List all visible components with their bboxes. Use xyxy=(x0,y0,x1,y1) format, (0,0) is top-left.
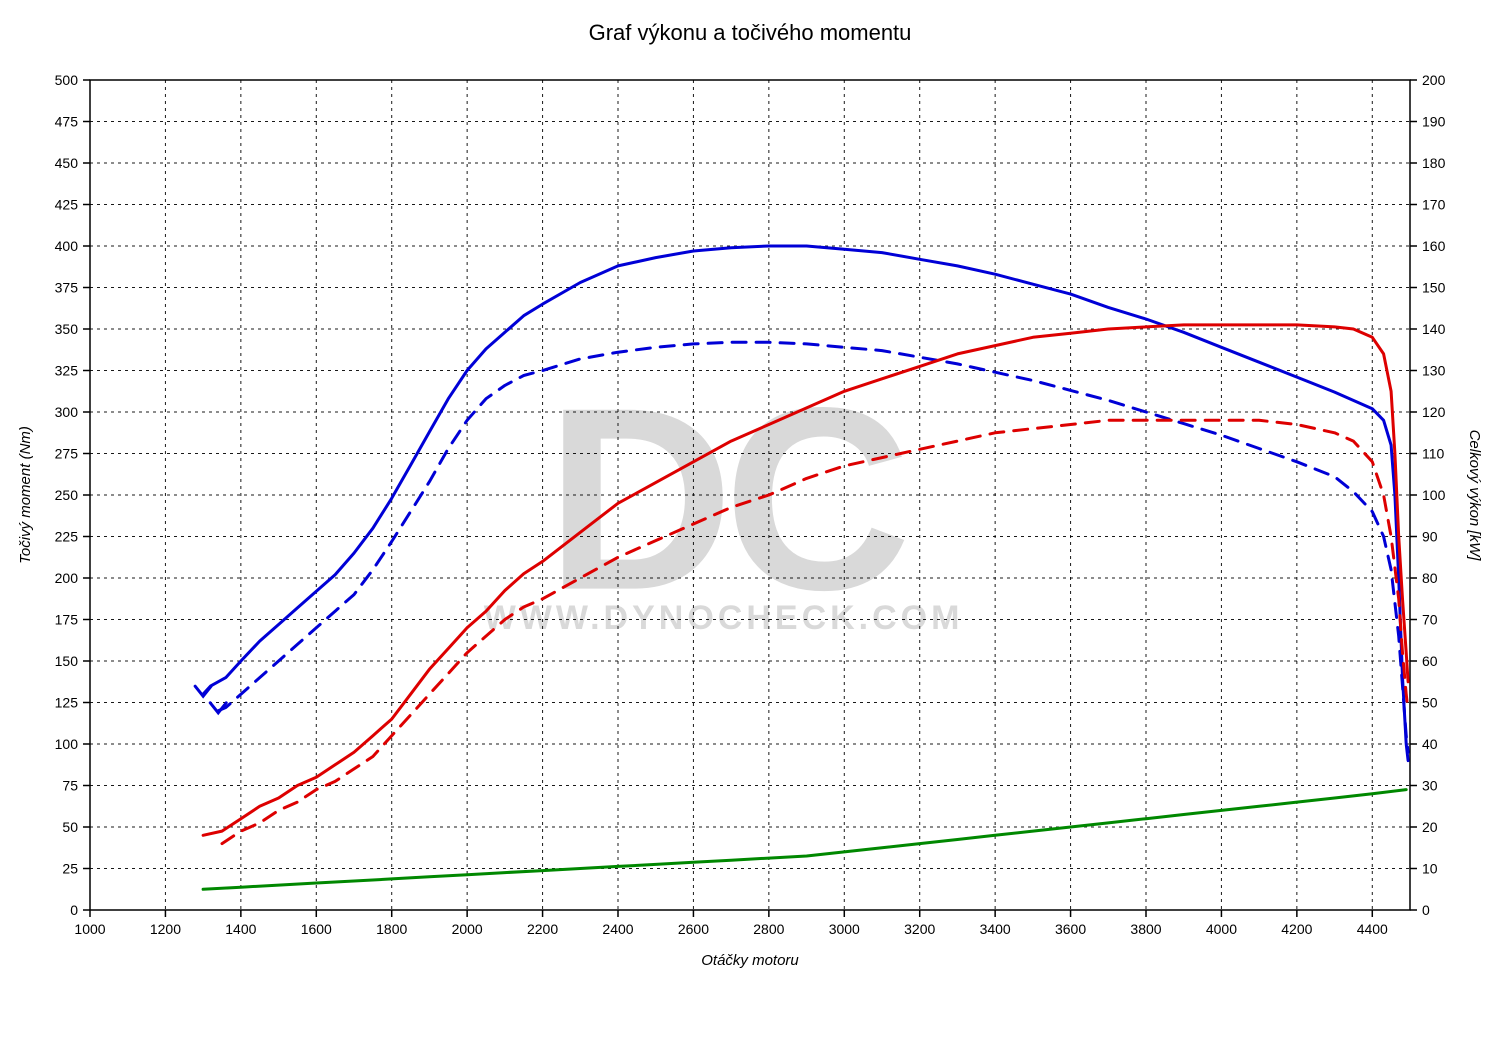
svg-text:50: 50 xyxy=(1422,695,1438,711)
svg-text:1400: 1400 xyxy=(225,921,256,937)
svg-text:3000: 3000 xyxy=(829,921,860,937)
y-axis-left-label: Točivý moment (Nm) xyxy=(17,426,34,564)
svg-text:375: 375 xyxy=(55,280,79,296)
x-axis-label: Otáčky motoru xyxy=(701,952,799,969)
svg-text:50: 50 xyxy=(62,819,78,835)
svg-text:150: 150 xyxy=(1422,280,1446,296)
svg-text:0: 0 xyxy=(1422,902,1430,918)
svg-text:200: 200 xyxy=(1422,72,1446,88)
svg-text:100: 100 xyxy=(55,736,79,752)
svg-text:475: 475 xyxy=(55,114,79,130)
svg-text:2400: 2400 xyxy=(602,921,633,937)
svg-text:3600: 3600 xyxy=(1055,921,1086,937)
svg-text:200: 200 xyxy=(55,570,79,586)
svg-text:0: 0 xyxy=(70,902,78,918)
svg-text:1000: 1000 xyxy=(74,921,105,937)
svg-text:130: 130 xyxy=(1422,363,1446,379)
svg-text:2000: 2000 xyxy=(452,921,483,937)
chart-title: Graf výkonu a točivého momentu xyxy=(589,20,912,45)
svg-text:120: 120 xyxy=(1422,404,1446,420)
svg-text:400: 400 xyxy=(55,238,79,254)
svg-text:180: 180 xyxy=(1422,155,1446,171)
svg-text:2200: 2200 xyxy=(527,921,558,937)
svg-text:25: 25 xyxy=(62,861,78,877)
svg-text:90: 90 xyxy=(1422,529,1438,545)
svg-text:80: 80 xyxy=(1422,570,1438,586)
svg-text:40: 40 xyxy=(1422,736,1438,752)
svg-text:2600: 2600 xyxy=(678,921,709,937)
svg-text:100: 100 xyxy=(1422,487,1446,503)
svg-text:190: 190 xyxy=(1422,114,1446,130)
chart-svg: DCWWW.DYNOCHECK.COM100012001400160018002… xyxy=(0,0,1500,1041)
svg-text:4000: 4000 xyxy=(1206,921,1237,937)
svg-text:350: 350 xyxy=(55,321,79,337)
svg-text:160: 160 xyxy=(1422,238,1446,254)
y-axis-right-label: Celkový výkon [kW] xyxy=(1466,430,1483,562)
svg-text:1600: 1600 xyxy=(301,921,332,937)
svg-text:10: 10 xyxy=(1422,861,1438,877)
dyno-chart: DCWWW.DYNOCHECK.COM100012001400160018002… xyxy=(0,0,1500,1041)
svg-text:1800: 1800 xyxy=(376,921,407,937)
svg-text:2800: 2800 xyxy=(753,921,784,937)
svg-text:500: 500 xyxy=(55,72,79,88)
svg-text:170: 170 xyxy=(1422,197,1446,213)
svg-text:150: 150 xyxy=(55,653,79,669)
svg-text:75: 75 xyxy=(62,778,78,794)
svg-text:WWW.DYNOCHECK.COM: WWW.DYNOCHECK.COM xyxy=(484,599,964,637)
svg-text:225: 225 xyxy=(55,529,79,545)
grid xyxy=(90,80,1410,910)
watermark: DCWWW.DYNOCHECK.COM xyxy=(484,355,964,645)
svg-text:125: 125 xyxy=(55,695,79,711)
svg-text:3200: 3200 xyxy=(904,921,935,937)
svg-text:425: 425 xyxy=(55,197,79,213)
svg-text:3400: 3400 xyxy=(980,921,1011,937)
svg-text:110: 110 xyxy=(1422,446,1445,462)
svg-text:4200: 4200 xyxy=(1281,921,1312,937)
svg-text:250: 250 xyxy=(55,487,79,503)
svg-text:20: 20 xyxy=(1422,819,1438,835)
svg-text:1200: 1200 xyxy=(150,921,181,937)
svg-text:140: 140 xyxy=(1422,321,1446,337)
svg-text:300: 300 xyxy=(55,404,79,420)
svg-text:450: 450 xyxy=(55,155,79,171)
svg-text:70: 70 xyxy=(1422,612,1438,628)
svg-text:325: 325 xyxy=(55,363,79,379)
svg-text:175: 175 xyxy=(55,612,79,628)
svg-text:3800: 3800 xyxy=(1130,921,1161,937)
svg-text:30: 30 xyxy=(1422,778,1438,794)
svg-text:60: 60 xyxy=(1422,653,1438,669)
svg-text:275: 275 xyxy=(55,446,79,462)
svg-text:4400: 4400 xyxy=(1357,921,1388,937)
